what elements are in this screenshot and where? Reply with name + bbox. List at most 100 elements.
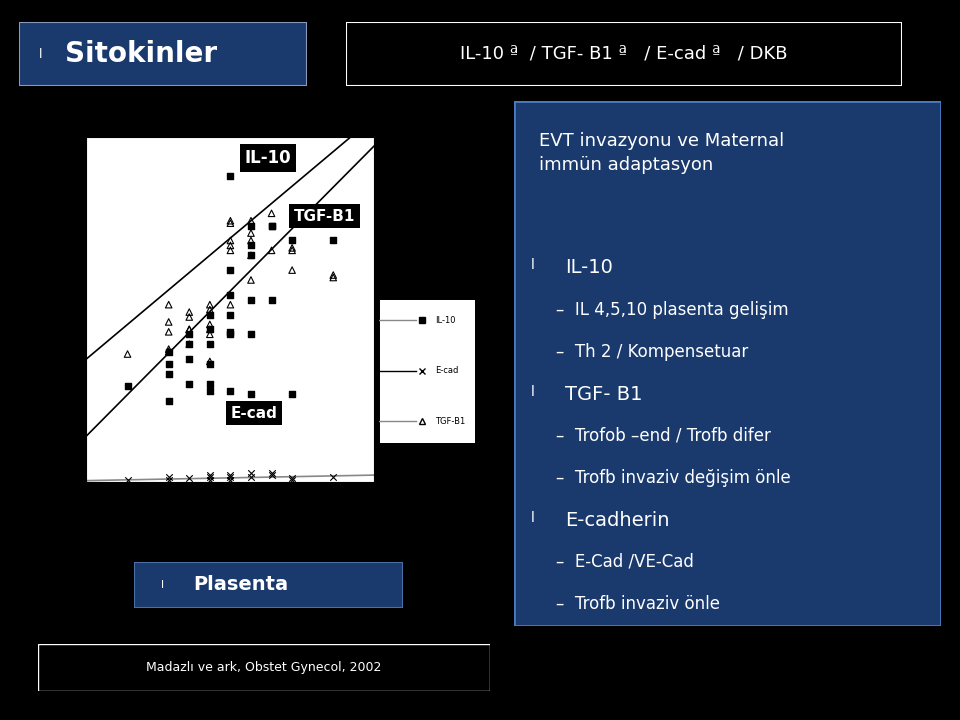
Text: IL-10: IL-10 bbox=[435, 316, 455, 325]
Point bbox=[223, 472, 238, 483]
Point bbox=[203, 469, 218, 481]
FancyBboxPatch shape bbox=[346, 22, 902, 86]
Point bbox=[223, 326, 238, 338]
Point bbox=[203, 385, 218, 397]
Point bbox=[223, 217, 238, 229]
Point bbox=[325, 269, 341, 281]
Point bbox=[243, 235, 258, 246]
Point bbox=[284, 264, 300, 276]
Text: TGF- B1: TGF- B1 bbox=[564, 384, 642, 404]
Point bbox=[223, 328, 238, 340]
Point bbox=[181, 378, 197, 390]
Point bbox=[223, 264, 238, 276]
Point bbox=[243, 328, 258, 340]
Text: Plasenta: Plasenta bbox=[194, 575, 289, 595]
Point bbox=[203, 309, 218, 320]
Point bbox=[223, 215, 238, 227]
Point bbox=[203, 378, 218, 390]
Text: l: l bbox=[531, 510, 535, 525]
FancyBboxPatch shape bbox=[134, 562, 403, 608]
Point bbox=[243, 467, 258, 478]
Point bbox=[223, 245, 238, 256]
Point bbox=[203, 299, 218, 310]
Point bbox=[181, 338, 197, 350]
Point bbox=[223, 474, 238, 486]
Text: TGF-B1: TGF-B1 bbox=[435, 417, 466, 426]
X-axis label: Diastolic Blood Pressure: Diastolic Blood Pressure bbox=[163, 508, 298, 518]
Point bbox=[181, 354, 197, 365]
FancyBboxPatch shape bbox=[514, 101, 941, 626]
Point bbox=[325, 271, 341, 283]
Point bbox=[243, 220, 258, 231]
Point bbox=[264, 467, 279, 478]
Text: TGF-B1: TGF-B1 bbox=[294, 209, 355, 224]
Point bbox=[264, 245, 279, 256]
Point bbox=[264, 220, 279, 231]
Point bbox=[181, 323, 197, 335]
Text: E-cad: E-cad bbox=[230, 406, 277, 420]
Text: l: l bbox=[39, 48, 43, 60]
Point bbox=[161, 474, 177, 486]
FancyBboxPatch shape bbox=[19, 22, 307, 86]
Point bbox=[223, 289, 238, 300]
Point bbox=[161, 395, 177, 407]
Point bbox=[243, 472, 258, 483]
Point bbox=[325, 472, 341, 483]
Point bbox=[284, 245, 300, 256]
Point bbox=[243, 250, 258, 261]
Point bbox=[181, 311, 197, 323]
Point bbox=[284, 474, 300, 486]
Point bbox=[284, 242, 300, 253]
Point bbox=[161, 368, 177, 379]
Text: l: l bbox=[531, 384, 535, 399]
Point bbox=[284, 235, 300, 246]
Point bbox=[203, 323, 218, 335]
Point bbox=[243, 250, 258, 261]
Text: –  Trofb invaziv değişim önle: – Trofb invaziv değişim önle bbox=[557, 469, 791, 487]
Text: –  IL 4,5,10 plasenta gelişim: – IL 4,5,10 plasenta gelişim bbox=[557, 300, 789, 318]
Point bbox=[223, 235, 238, 246]
Point bbox=[203, 304, 218, 315]
Point bbox=[243, 388, 258, 400]
Point bbox=[203, 356, 218, 367]
Point bbox=[181, 306, 197, 318]
Point bbox=[223, 299, 238, 310]
Text: –  E-Cad /VE-Cad: – E-Cad /VE-Cad bbox=[557, 553, 694, 571]
Text: EVT invazyonu ve Maternal
immün adaptasyon: EVT invazyonu ve Maternal immün adaptasy… bbox=[540, 132, 784, 174]
Point bbox=[264, 207, 279, 219]
Text: E-cad: E-cad bbox=[435, 366, 458, 375]
Text: Sitokinler: Sitokinler bbox=[65, 40, 217, 68]
Point bbox=[264, 220, 279, 231]
Point bbox=[181, 323, 197, 335]
Point bbox=[243, 240, 258, 251]
Point bbox=[203, 358, 218, 369]
Point bbox=[264, 294, 279, 305]
Point bbox=[243, 294, 258, 305]
FancyBboxPatch shape bbox=[379, 299, 475, 443]
FancyBboxPatch shape bbox=[38, 644, 490, 691]
Point bbox=[181, 473, 197, 485]
Point bbox=[161, 326, 177, 338]
Point bbox=[223, 309, 238, 320]
Point bbox=[203, 338, 218, 350]
Point bbox=[284, 473, 300, 485]
Point bbox=[203, 323, 218, 335]
Point bbox=[161, 358, 177, 369]
Point bbox=[161, 316, 177, 328]
Text: IL-10: IL-10 bbox=[245, 148, 292, 166]
Point bbox=[243, 228, 258, 239]
Point bbox=[203, 328, 218, 340]
Text: Madazlı ve ark, Obstet Gynecol, 2002: Madazlı ve ark, Obstet Gynecol, 2002 bbox=[146, 661, 382, 675]
Point bbox=[120, 380, 135, 392]
Point bbox=[161, 472, 177, 483]
Point bbox=[243, 274, 258, 286]
Point bbox=[203, 472, 218, 483]
Point bbox=[264, 469, 279, 481]
Text: –  Trofob –end / Trofb difer: – Trofob –end / Trofb difer bbox=[557, 427, 771, 445]
Text: IL-10 ª  / TGF- B1 ª   / E-cad ª   / DKB: IL-10 ª / TGF- B1 ª / E-cad ª / DKB bbox=[460, 45, 788, 63]
Text: l: l bbox=[531, 258, 535, 272]
Point bbox=[203, 319, 218, 330]
Point bbox=[161, 299, 177, 310]
Point bbox=[181, 328, 197, 340]
Text: –  Th 2 / Kompensetuar: – Th 2 / Kompensetuar bbox=[557, 343, 749, 361]
